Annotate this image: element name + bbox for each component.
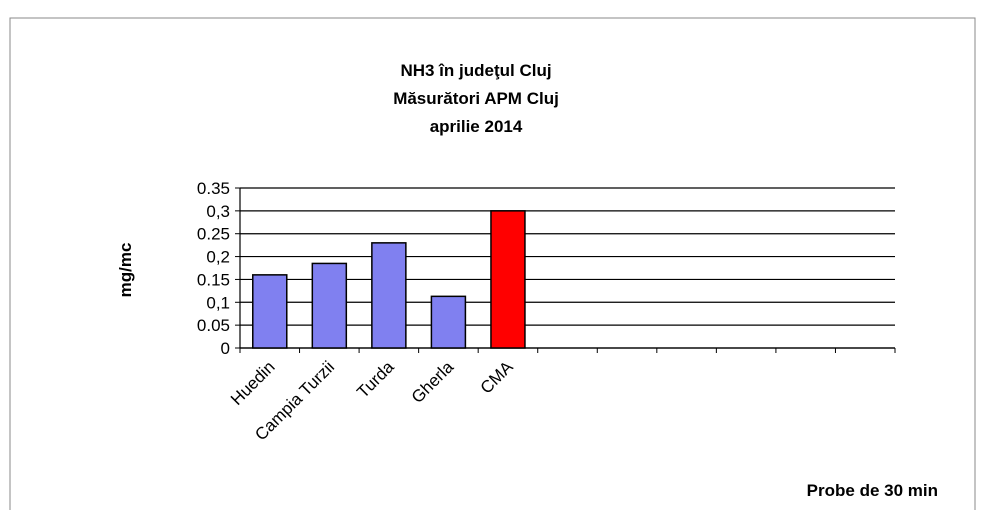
y-tick-label: 0.25 [197, 225, 230, 244]
y-tick-label: 0 [221, 339, 230, 358]
x-axis-label: Probe de 30 min [807, 481, 938, 500]
bar [311, 262, 348, 349]
y-tick-label: 0.05 [197, 316, 230, 335]
y-tick-label: 0,3 [206, 202, 230, 221]
x-tick-label: CMA [477, 357, 518, 398]
chart-title: aprilie 2014 [430, 117, 523, 136]
y-tick-label: 0.15 [197, 270, 230, 289]
x-tick-label: Turda [353, 357, 398, 402]
bar [252, 274, 288, 349]
bar [490, 210, 526, 349]
y-axis-label: mg/mc [116, 243, 135, 298]
x-tick-label: Huedin [227, 357, 279, 409]
bar [430, 295, 467, 349]
bar [371, 242, 407, 349]
x-tick-label: Gherla [408, 357, 458, 407]
chart-title: Măsurători APM Cluj [393, 89, 559, 108]
y-tick-label: 0,1 [206, 293, 230, 312]
y-tick-label: 0.35 [197, 179, 230, 198]
frame [9, 17, 976, 510]
chart-title: NH3 în judeţul Cluj [400, 61, 551, 80]
y-tick-label: 0,2 [206, 248, 230, 267]
